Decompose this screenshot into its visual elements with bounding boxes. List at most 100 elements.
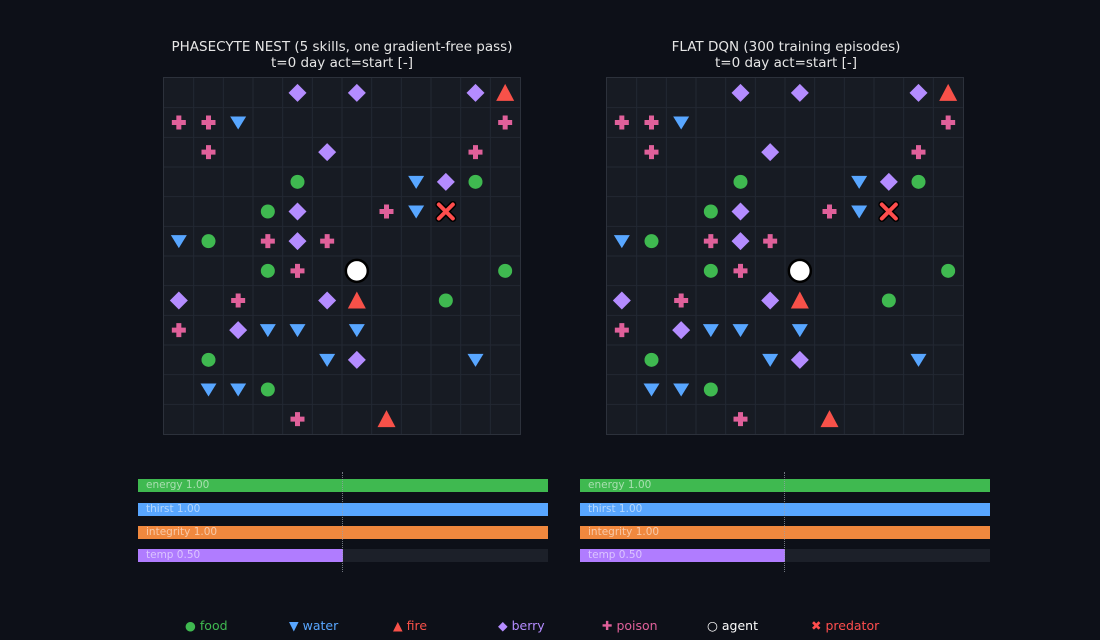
berry-marker (466, 83, 485, 102)
poison-marker (614, 115, 629, 130)
thirst-bar-label: thirst 1.00 (146, 503, 201, 515)
legend-item-agent: ○ agent (707, 618, 758, 634)
berry-marker (909, 83, 928, 102)
water-marker (851, 175, 868, 189)
legend-item-food: ● food (185, 618, 228, 634)
poison-marker (290, 263, 305, 278)
food-marker (201, 352, 216, 367)
berry-marker (672, 321, 691, 340)
fire-marker (377, 410, 396, 428)
fire-marker (790, 291, 809, 309)
water-marker (613, 235, 630, 249)
water-marker (170, 235, 187, 249)
water-marker (791, 324, 808, 338)
fire-marker (496, 83, 515, 101)
berry-marker (731, 232, 750, 251)
predator-marker (435, 201, 457, 222)
poison-marker (171, 323, 186, 338)
agent-marker (344, 258, 370, 284)
water-marker (732, 324, 749, 338)
food-marker (644, 352, 659, 367)
integrity-bar-fill (138, 526, 548, 539)
berry-marker (288, 232, 307, 251)
food-marker (703, 382, 718, 397)
food-marker (881, 293, 896, 308)
legend-item-berry: ◆ berry (498, 618, 545, 634)
predator-marker (878, 201, 900, 222)
temp-bar: temp 0.50 (580, 549, 990, 562)
poison-marker (644, 115, 659, 130)
thirst-bar: thirst 1.00 (580, 503, 990, 516)
berry-marker (288, 83, 307, 102)
food-marker (733, 174, 748, 189)
integrity-bar-fill (580, 526, 990, 539)
poison-marker (822, 204, 837, 219)
poison-marker (231, 293, 246, 308)
legend: ● food ▼ water ▲ fire ◆ berry ✚ poison ○ agen… (0, 618, 1100, 636)
food-marker (260, 263, 275, 278)
water-marker (910, 353, 927, 367)
integrity-bar: integrity 1.00 (580, 526, 990, 539)
food-marker (703, 263, 718, 278)
fire-marker (820, 410, 839, 428)
integrity-bar-label: integrity 1.00 (146, 526, 218, 538)
food-marker (438, 293, 453, 308)
poison-marker (674, 293, 689, 308)
panel-2-grid (606, 77, 964, 435)
poison-marker (941, 115, 956, 130)
legend-poison-icon: ✚ (602, 618, 613, 633)
food-marker (498, 263, 513, 278)
berry-marker (436, 172, 455, 191)
food-marker (290, 174, 305, 189)
legend-predator-icon: ✖ (811, 618, 822, 633)
poison-marker (703, 234, 718, 249)
food-marker (941, 263, 956, 278)
energy-bar-fill (138, 479, 548, 492)
poison-marker (201, 115, 216, 130)
poison-marker (733, 263, 748, 278)
midpoint-line (342, 472, 343, 572)
berry-marker (790, 83, 809, 102)
energy-bar: energy 1.00 (580, 479, 990, 492)
legend-item-predator: ✖ predator (811, 618, 879, 634)
legend-fire-icon: ▲ (393, 618, 403, 633)
thirst-bar-fill (138, 503, 548, 516)
legend-berry-label: berry (507, 618, 545, 633)
berry-marker (169, 291, 188, 310)
water-marker (762, 353, 779, 367)
food-marker (201, 234, 216, 249)
water-marker (408, 205, 425, 219)
legend-agent-icon: ○ (707, 618, 718, 633)
berry-marker (879, 172, 898, 191)
legend-food-label: food (195, 618, 228, 633)
agent-marker (787, 258, 813, 284)
food-marker (703, 204, 718, 219)
food-marker (644, 234, 659, 249)
food-marker (468, 174, 483, 189)
food-marker (260, 382, 275, 397)
water-marker (673, 116, 690, 130)
berry-marker (318, 291, 337, 310)
legend-item-fire: ▲ fire (393, 618, 427, 634)
poison-marker (498, 115, 513, 130)
energy-bar: energy 1.00 (138, 479, 548, 492)
integrity-bar-label: integrity 1.00 (588, 526, 660, 538)
temp-bar-fill (580, 549, 785, 562)
legend-item-poison: ✚ poison (602, 618, 658, 634)
legend-berry-icon: ◆ (498, 618, 508, 633)
berry-marker (731, 83, 750, 102)
poison-marker (379, 204, 394, 219)
berry-marker (790, 350, 809, 369)
legend-water-label: water (298, 618, 339, 633)
energy-bar-fill (580, 479, 990, 492)
food-marker (911, 174, 926, 189)
temp-bar-label: temp 0.50 (146, 549, 201, 561)
water-marker (851, 205, 868, 219)
panel-1-title-line1: PHASECYTE NEST (5 skills, one gradient-f… (171, 39, 513, 55)
berry-marker (612, 291, 631, 310)
poison-marker (320, 234, 335, 249)
energy-bar-label: energy 1.00 (588, 479, 652, 491)
water-marker (259, 324, 276, 338)
food-marker (260, 204, 275, 219)
temp-bar-label: temp 0.50 (588, 549, 643, 561)
